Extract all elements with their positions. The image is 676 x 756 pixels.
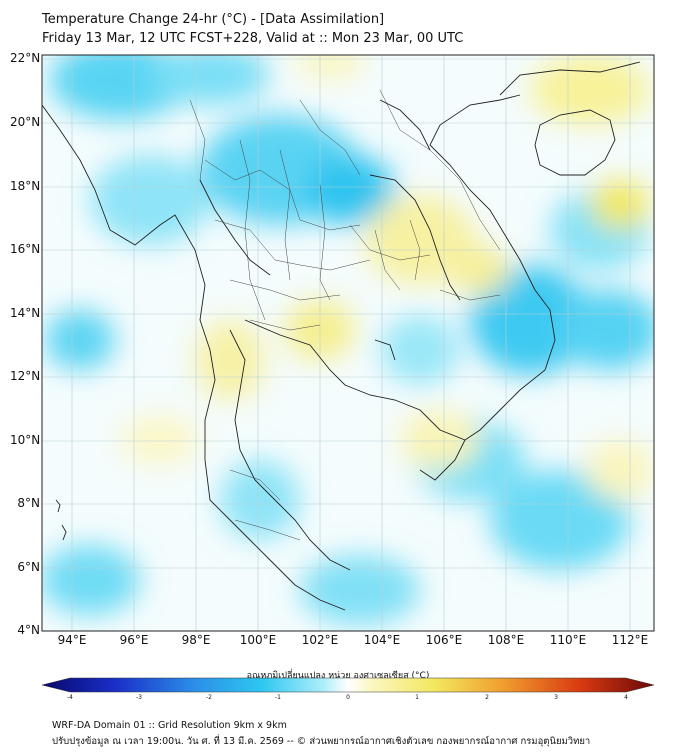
- lat-label-20n: 20°N: [10, 115, 41, 129]
- map-frame: [41, 54, 655, 632]
- lon-label-94e: 94°E: [57, 633, 87, 647]
- graticule: [42, 55, 654, 631]
- lat-label-6n: 6°N: [17, 560, 40, 574]
- lon-label-98e: 98°E: [181, 633, 211, 647]
- footer-credits: ปรับปรุงข้อมูล ณ เวลา 19:00น. วัน ศ. ที่…: [52, 736, 591, 747]
- colorbar-tick: 0: [346, 694, 350, 701]
- colorbar: [41, 677, 655, 693]
- footer-model-info: WRF-DA Domain 01 :: Grid Resolution 9km …: [52, 720, 287, 731]
- chart-title: Temperature Change 24-hr (°C) - [Data As…: [42, 12, 385, 27]
- colorbar-tick: 2: [485, 694, 489, 701]
- colorbar-tick: 1: [415, 694, 419, 701]
- lon-label-96e: 96°E: [119, 633, 149, 647]
- lat-label-16n: 16°N: [10, 242, 41, 256]
- lon-label-102e: 102°E: [301, 633, 339, 647]
- colorbar-tick: -2: [206, 694, 212, 701]
- lon-label-108e: 108°E: [487, 633, 525, 647]
- province-borders: [189, 89, 501, 541]
- lat-label-8n: 8°N: [17, 496, 40, 510]
- lat-label-18n: 18°N: [10, 179, 41, 193]
- coastlines: [42, 61, 641, 611]
- colorbar-tick: 4: [624, 694, 628, 701]
- colorbar-tick: -1: [275, 694, 281, 701]
- lon-label-106e: 106°E: [425, 633, 463, 647]
- colorbar-tick: -4: [67, 694, 73, 701]
- lat-label-12n: 12°N: [10, 369, 41, 383]
- lon-label-110e: 110°E: [549, 633, 587, 647]
- lat-label-4n: 4°N: [17, 623, 40, 637]
- temperature-change-map: [41, 54, 655, 632]
- colorbar-gradient: [41, 677, 655, 693]
- colorbar-title: อุณหภูมิเปลี่ยนแปลง หน่วย องศาเซลเซียส (…: [246, 671, 430, 681]
- lon-label-100e: 100°E: [239, 633, 277, 647]
- lat-label-22n: 22°N: [10, 51, 41, 65]
- colorbar-tick: -3: [136, 694, 142, 701]
- lon-label-112e: 112°E: [611, 633, 649, 647]
- lat-label-14n: 14°N: [10, 306, 41, 320]
- lon-label-104e: 104°E: [363, 633, 401, 647]
- colorbar-tick: 3: [554, 694, 558, 701]
- chart-subtitle: Friday 13 Mar, 12 UTC FCST+228, Valid at…: [42, 31, 464, 46]
- lat-label-10n: 10°N: [10, 433, 41, 447]
